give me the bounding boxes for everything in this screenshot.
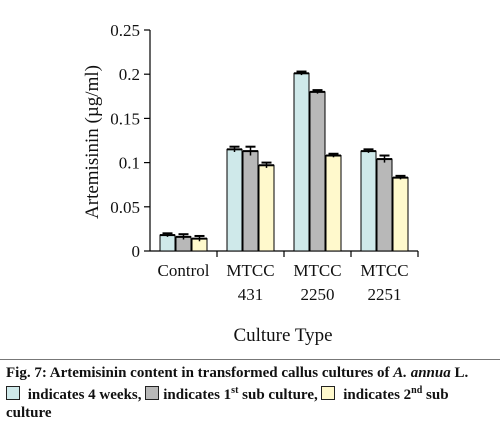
bar <box>242 150 259 252</box>
x-tick-label: MTCC <box>226 261 274 280</box>
chart: 0 0.05 0.1 0.15 0.2 0.25 Control MTCC 431 MTCC 225… <box>82 21 419 346</box>
bar <box>325 155 342 252</box>
caption-text: Artemisinin content in transformed callu… <box>46 365 394 381</box>
bar <box>159 234 176 252</box>
y-axis-title: Artemisinin (µg/ml) <box>82 65 103 219</box>
y-tick-label: 0.2 <box>119 65 140 84</box>
caption-title: Fig. 7: Artemisinin content in transform… <box>6 364 496 382</box>
x-tick-label: MTCC <box>360 261 408 280</box>
x-tick-label: MTCC <box>293 261 341 280</box>
y-tick-label: 0.1 <box>119 154 140 173</box>
bar <box>293 72 310 252</box>
bar <box>309 91 326 252</box>
legend-item-4-weeks: indicates 4 weeks, <box>6 386 142 403</box>
legend-swatch-4-weeks <box>6 386 20 400</box>
legend-label-4-weeks: indicates 4 weeks <box>27 387 138 403</box>
legend-swatch-2nd-sub <box>321 386 336 400</box>
x-tick-label-line2: 2250 <box>301 285 335 304</box>
plot-area: 0 0.05 0.1 0.15 0.2 0.25 Control MTCC 431 MTCC 225… <box>110 21 419 304</box>
legend-sup-1st: st <box>231 385 239 396</box>
bar <box>392 177 409 252</box>
x-tick-label: Control <box>158 261 210 280</box>
y-tick-label: 0 <box>132 242 141 261</box>
legend-label-2nd-sub: indicates 2 <box>343 387 412 403</box>
legend-suffix-2nd-sub: sub culture <box>6 387 449 421</box>
bar <box>360 150 377 252</box>
legend-label-1st-sub: indicates 1 <box>163 387 232 403</box>
legend: indicates 4 weeks, indicates 1st sub cul… <box>6 382 496 422</box>
bar <box>226 148 243 252</box>
y-tick-label: 0.05 <box>110 198 140 217</box>
legend-suffix-4-weeks: , <box>137 387 142 403</box>
legend-sup-2nd: nd <box>411 385 423 396</box>
legend-swatch-1st-sub <box>145 386 160 400</box>
legend-item-2nd-sub: indicates 2nd sub culture <box>6 385 449 421</box>
bar <box>376 158 393 252</box>
legend-suffix-1st-sub: sub culture, <box>238 387 318 403</box>
x-tick-label-line2: 2251 <box>368 285 402 304</box>
legend-item-1st-sub: indicates 1st sub culture, <box>145 385 318 403</box>
figure-caption: Fig. 7: Artemisinin content in transform… <box>6 364 496 422</box>
y-tick-label: 0.25 <box>110 21 140 40</box>
x-axis-title: Culture Type <box>233 325 332 346</box>
caption-divider <box>0 359 500 360</box>
bar <box>258 164 275 252</box>
y-tick-label: 0.15 <box>110 109 140 128</box>
species-suffix: L. <box>450 365 469 381</box>
figure-number: Fig. 7: <box>6 365 47 381</box>
x-tick-label-line2: 431 <box>238 285 264 304</box>
species-name: A. annua <box>393 365 451 381</box>
